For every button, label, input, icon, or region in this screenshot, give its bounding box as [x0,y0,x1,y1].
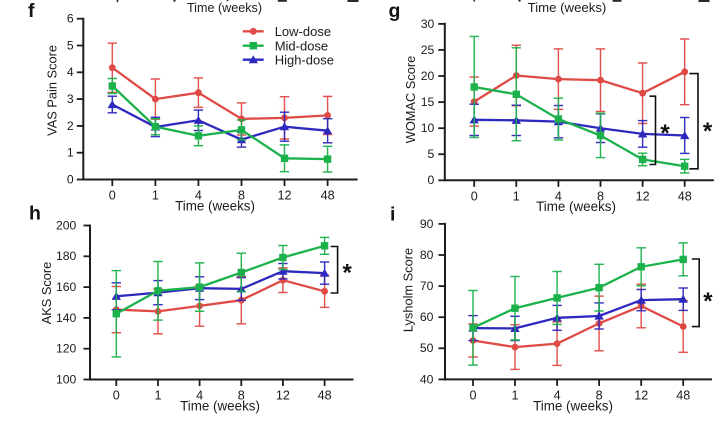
svg-text:0: 0 [109,189,116,203]
svg-text:WOMAC Score: WOMAC Score [403,56,418,143]
svg-text:Time (weeks): Time (weeks) [528,0,607,15]
svg-text:48: 48 [318,389,332,403]
svg-text:8: 8 [596,389,603,403]
svg-text:12: 12 [276,389,290,403]
svg-text:12: 12 [634,389,648,403]
svg-text:4: 4 [555,190,562,204]
svg-text:8: 8 [238,389,245,403]
svg-text:Low-dose: Low-dose [275,24,331,39]
svg-text:Time (weeks): Time (weeks) [180,398,260,413]
svg-text:180: 180 [56,249,77,263]
svg-text:0: 0 [428,173,435,187]
svg-text:VAS Pain Score: VAS Pain Score [45,45,60,136]
svg-text:High-dose: High-dose [275,52,334,67]
svg-text:1: 1 [513,190,520,204]
svg-text:*: * [343,260,353,287]
svg-text:80: 80 [420,248,434,262]
svg-text:2: 2 [67,119,74,133]
svg-text:70: 70 [420,279,434,293]
svg-text:48: 48 [676,389,690,403]
svg-text:Lysholm Score: Lysholm Score [400,248,415,332]
svg-text:h: h [29,203,41,225]
svg-text:4: 4 [554,389,561,403]
svg-text:15: 15 [421,95,435,109]
svg-text:1: 1 [67,146,74,160]
svg-text:160: 160 [56,280,77,294]
svg-text:10: 10 [421,121,435,135]
svg-text:0: 0 [67,172,74,186]
svg-text:90: 90 [420,217,434,231]
svg-text:Mid-dose: Mid-dose [275,38,328,53]
svg-text:50: 50 [420,341,434,355]
svg-text:AKS Score: AKS Score [39,262,54,325]
svg-text:5: 5 [67,38,74,52]
svg-text:1: 1 [154,389,161,403]
svg-text:4: 4 [196,389,203,403]
svg-text:30: 30 [421,17,435,31]
svg-text:40: 40 [420,372,434,386]
svg-text:3: 3 [67,92,74,106]
svg-text:Time (weeks): Time (weeks) [175,198,255,213]
svg-text:Time (weeks): Time (weeks) [536,199,616,214]
svg-text:0: 0 [471,190,478,204]
svg-text:8: 8 [597,190,604,204]
svg-text:Time (weeks): Time (weeks) [187,1,262,15]
svg-text:*: * [703,118,713,145]
svg-text:12: 12 [636,190,650,204]
svg-text:0: 0 [113,389,120,403]
svg-text:140: 140 [56,311,77,325]
svg-text:48: 48 [678,190,692,204]
svg-text:4: 4 [195,189,202,203]
svg-text:0: 0 [469,389,476,403]
svg-text:25: 25 [421,43,435,57]
svg-text:8: 8 [238,189,245,203]
svg-text:48: 48 [321,189,335,203]
svg-text:g: g [389,0,401,22]
svg-text:12: 12 [277,189,291,203]
svg-text:f: f [28,0,35,22]
svg-text:1: 1 [152,189,159,203]
svg-text:60: 60 [420,310,434,324]
svg-text:120: 120 [56,342,77,356]
svg-text:i: i [390,204,395,226]
svg-text:4: 4 [67,65,74,79]
svg-text:*: * [660,120,670,147]
svg-text:1: 1 [511,389,518,403]
svg-text:200: 200 [56,218,77,232]
svg-text:100: 100 [56,372,77,386]
svg-text:*: * [703,288,713,315]
svg-text:6: 6 [67,12,74,26]
svg-text:Time (weeks): Time (weeks) [533,398,613,413]
svg-text:20: 20 [421,69,435,83]
svg-text:5: 5 [428,147,435,161]
